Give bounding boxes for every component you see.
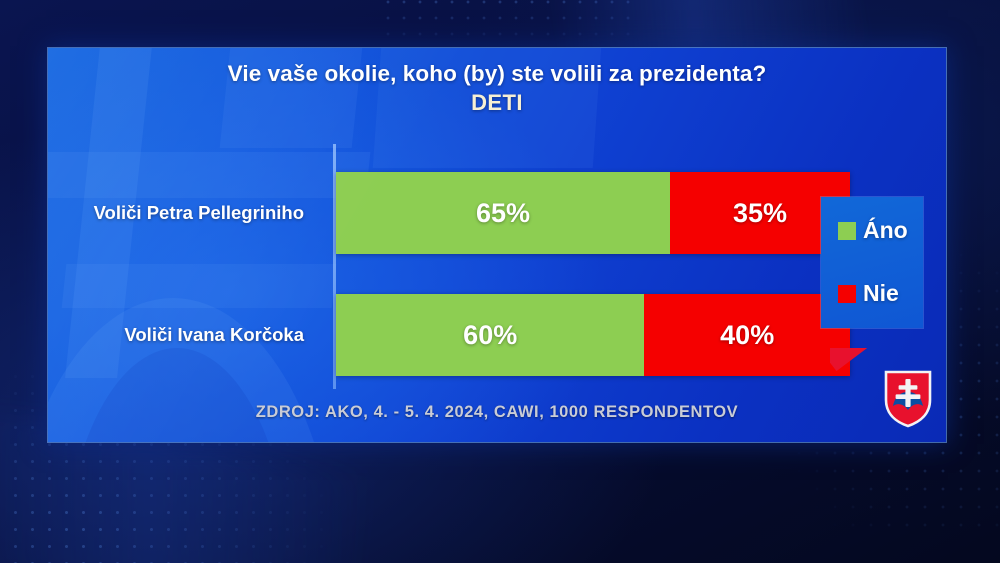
bar-segment-nie-korcok[interactable]: 40%: [644, 294, 850, 376]
page-subtitle: DETI: [471, 90, 523, 115]
green-square-swatch-icon: [838, 221, 856, 240]
legend-label-nie: Nie: [863, 280, 899, 306]
legend-item-nie[interactable]: Nie: [838, 282, 899, 305]
bar-segment-ano-korcok[interactable]: 60%: [336, 294, 645, 376]
bar-segment-nie-pellegrini[interactable]: 35%: [670, 172, 850, 254]
flag-red-stripe: [830, 348, 946, 372]
slovak-coat-of-arms-icon: [884, 370, 932, 428]
chart-panel: Vie vaše okolie, koho (by) ste volili za…: [48, 48, 946, 442]
row-label-korcok: Voliči Ivana Korčoka: [124, 324, 304, 345]
chart-legend: Áno Nie: [821, 197, 923, 328]
legend-label-ano: Áno: [863, 217, 908, 243]
row-label-pellegrini: Voliči Petra Pellegriniho: [93, 202, 304, 223]
legend-item-ano[interactable]: Áno: [838, 219, 908, 242]
slovak-flag-corner: [830, 348, 946, 442]
source-note: ZDROJ: AKO, 4. - 5. 4. 2024, CAWI, 1000 …: [255, 403, 739, 421]
bar-segment-ano-pellegrini[interactable]: 65%: [336, 172, 671, 254]
chart-axis-line: [333, 144, 336, 389]
page-title: Vie vaše okolie, koho (by) ste volili za…: [227, 61, 767, 86]
stacked-bar-korcok[interactable]: 60% 40%: [336, 294, 850, 376]
red-square-swatch-icon: [838, 284, 856, 303]
stacked-bar-pellegrini[interactable]: 65% 35%: [336, 172, 850, 254]
